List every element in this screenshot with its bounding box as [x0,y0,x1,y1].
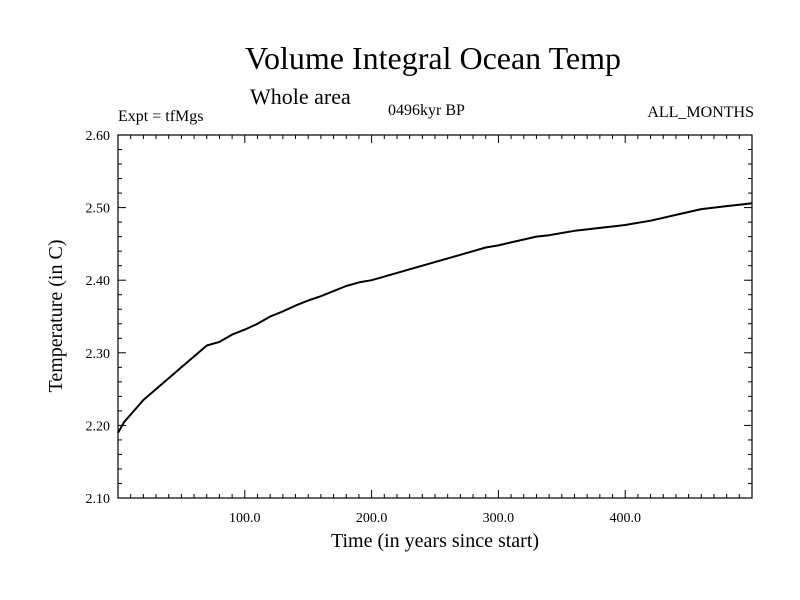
chart-subtitle: Whole area [250,84,351,109]
y-axis-label: Temperature (in C) [45,240,67,393]
period-label: 0496kyr BP [388,102,465,119]
y-tick-label: 2.20 [86,419,111,434]
chart-title: Volume Integral Ocean Temp [244,40,621,76]
experiment-label: Expt = tfMgs [118,108,204,125]
y-tick-label: 2.40 [86,274,111,289]
axis-ticks [118,135,752,498]
x-tick-label: 300.0 [483,511,515,526]
series-line [117,202,753,434]
x-axis-label: Time (in years since start) [331,530,539,552]
y-tick-label: 2.30 [86,347,111,362]
x-tick-label: 200.0 [356,511,388,526]
y-tick-label: 2.50 [86,202,111,217]
series-group [117,202,753,434]
x-tick-label: 100.0 [229,511,261,526]
y-tick-label: 2.10 [86,492,111,507]
x-tick-label: 400.0 [609,511,641,526]
plot-frame [117,134,753,499]
months-label: ALL_MONTHS [647,104,754,121]
y-tick-label: 2.60 [86,129,111,144]
tick-labels: 100.0 200.0 300.0 400.0 2.10 2.20 2.30 2.40 2.50… [86,129,641,526]
